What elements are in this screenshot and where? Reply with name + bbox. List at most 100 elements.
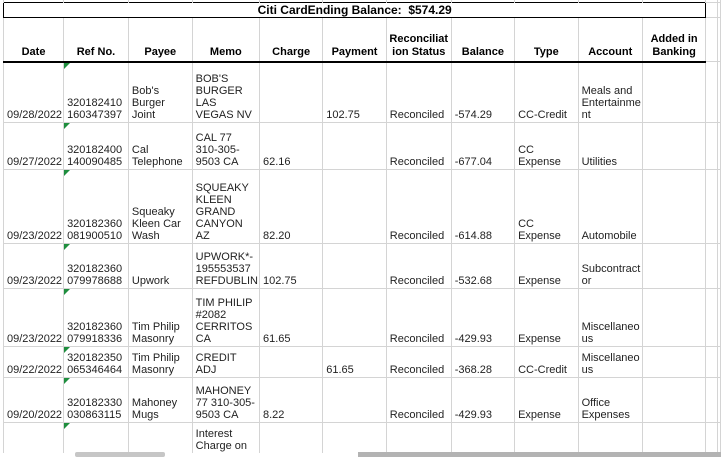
cell-type[interactable]: CC Expense bbox=[514, 122, 579, 170]
cell-payee[interactable]: Cal Telephone bbox=[127, 122, 193, 170]
cell-charge[interactable]: 62.16 bbox=[258, 122, 324, 170]
cell-payment[interactable] bbox=[322, 169, 387, 244]
cell-balance[interactable]: -429.93 bbox=[450, 288, 516, 347]
cell-payment[interactable] bbox=[322, 243, 387, 289]
cell-type[interactable]: Expense bbox=[514, 243, 579, 289]
cell-payment[interactable]: 61.65 bbox=[322, 346, 387, 378]
cell-ref-no[interactable] bbox=[63, 422, 129, 453]
cell-reconciliation-status[interactable]: Reconciled bbox=[385, 243, 452, 289]
cell-payee[interactable] bbox=[127, 422, 193, 453]
column-header-payment[interactable]: Payment bbox=[322, 17, 387, 63]
cell-charge[interactable]: 82.20 bbox=[258, 169, 324, 244]
cell-offgrid[interactable] bbox=[717, 288, 721, 347]
cell-date[interactable]: 09/20/2022 bbox=[2, 377, 65, 423]
column-header-balance[interactable]: Balance bbox=[450, 17, 516, 63]
cell-account[interactable]: Miscellaneo us bbox=[577, 346, 643, 378]
cell-offgrid[interactable] bbox=[717, 346, 721, 378]
cell-account[interactable]: Miscellaneo us bbox=[577, 288, 643, 347]
cell-payee[interactable]: Squeaky Kleen Car Wash bbox=[127, 169, 193, 244]
cell-reconciliation-status[interactable]: Reconciled bbox=[385, 122, 452, 170]
cell-account[interactable]: Office Expenses bbox=[577, 377, 643, 423]
cell-charge[interactable] bbox=[258, 346, 324, 378]
cell-reconciliation-status[interactable]: Reconciled bbox=[385, 169, 452, 244]
column-header-added-in-banking[interactable]: Added in Banking bbox=[641, 17, 707, 63]
cell-memo[interactable]: BOB'S BURGER LAS VEGAS NV bbox=[191, 61, 260, 123]
cell-charge[interactable]: 8.22 bbox=[258, 377, 324, 423]
cell-date[interactable]: 09/23/2022 bbox=[2, 243, 65, 289]
cell-type[interactable]: CC-Credit bbox=[514, 346, 579, 378]
cell-offgrid[interactable] bbox=[705, 17, 718, 62]
cell-offgrid[interactable] bbox=[717, 122, 721, 170]
column-header-type[interactable]: Type bbox=[514, 17, 579, 63]
cell-offgrid[interactable] bbox=[705, 288, 718, 347]
cell-added-in-banking[interactable] bbox=[641, 61, 707, 123]
cell-added-in-banking[interactable] bbox=[641, 243, 707, 289]
column-header-reconciliation-status[interactable]: Reconciliat ion Status bbox=[385, 17, 452, 63]
cell-memo[interactable]: SQUEAKY KLEEN GRAND CANYON AZ bbox=[191, 169, 260, 244]
cell-memo[interactable]: UPWORK*- 195553537 REFDUBLIN bbox=[191, 243, 260, 289]
cell-memo[interactable]: MAHONEY 77 310-305- 9503 CA bbox=[191, 377, 260, 423]
cell-type[interactable]: CC Expense bbox=[514, 169, 579, 244]
cell-offgrid[interactable] bbox=[705, 2, 718, 18]
cell-balance[interactable]: -677.04 bbox=[450, 122, 516, 170]
cell-memo[interactable]: CREDIT ADJ bbox=[191, 346, 260, 378]
column-header-ref-no[interactable]: Ref No. bbox=[63, 17, 129, 63]
cell-offgrid[interactable] bbox=[717, 377, 721, 423]
cell-offgrid[interactable] bbox=[705, 169, 718, 244]
cell-offgrid[interactable] bbox=[705, 61, 718, 123]
cell-date[interactable]: 09/28/2022 bbox=[2, 61, 65, 123]
cell-payee[interactable]: Tim Philip Masonry bbox=[127, 288, 193, 347]
cell-added-in-banking[interactable] bbox=[641, 377, 707, 423]
cell-balance[interactable]: -574.29 bbox=[450, 61, 516, 123]
cell-reconciliation-status[interactable]: Reconciled bbox=[385, 346, 452, 378]
cell-type[interactable]: Expense bbox=[514, 377, 579, 423]
cell-charge[interactable]: 102.75 bbox=[258, 243, 324, 289]
column-header-memo[interactable]: Memo bbox=[191, 17, 260, 63]
cell-offgrid[interactable] bbox=[717, 422, 721, 453]
cell-date[interactable]: 09/23/2022 bbox=[2, 288, 65, 347]
cell-payee[interactable]: Bob's Burger Joint bbox=[127, 61, 193, 123]
cell-type[interactable]: CC-Credit bbox=[514, 61, 579, 123]
cell-ref-no[interactable]: 320182410 160347397 bbox=[63, 61, 129, 123]
cell-offgrid[interactable] bbox=[717, 169, 721, 244]
cell-account[interactable] bbox=[577, 422, 643, 453]
cell-date[interactable]: 09/22/2022 bbox=[2, 346, 65, 378]
cell-added-in-banking[interactable] bbox=[641, 288, 707, 347]
cell-date[interactable]: 09/27/2022 bbox=[2, 122, 65, 170]
cell-account[interactable]: Meals and Entertainme nt bbox=[577, 61, 643, 123]
column-header-account[interactable]: Account bbox=[577, 17, 643, 63]
cell-added-in-banking[interactable] bbox=[641, 122, 707, 170]
cell-added-in-banking[interactable] bbox=[641, 422, 707, 453]
cell-payment[interactable] bbox=[322, 122, 387, 170]
cell-offgrid[interactable] bbox=[705, 377, 718, 423]
cell-added-in-banking[interactable] bbox=[641, 346, 707, 378]
cell-reconciliation-status[interactable] bbox=[385, 422, 452, 453]
cell-balance[interactable]: -532.68 bbox=[450, 243, 516, 289]
cell-offgrid[interactable] bbox=[717, 243, 721, 289]
cell-payee[interactable]: Upwork bbox=[127, 243, 193, 289]
cell-payee[interactable]: Mahoney Mugs bbox=[127, 377, 193, 423]
cell-offgrid[interactable] bbox=[705, 422, 718, 453]
cell-ref-no[interactable]: 320182360 079918336 bbox=[63, 288, 129, 347]
sheet-title[interactable]: Citi CardEnding Balance: $574.29 bbox=[2, 2, 707, 18]
cell-balance[interactable]: -429.93 bbox=[450, 377, 516, 423]
cell-charge[interactable]: 61.65 bbox=[258, 288, 324, 347]
cell-offgrid[interactable] bbox=[705, 122, 718, 170]
cell-ref-no[interactable]: 320182360 079978688 bbox=[63, 243, 129, 289]
cell-added-in-banking[interactable] bbox=[641, 169, 707, 244]
cell-date[interactable] bbox=[2, 422, 65, 453]
cell-offgrid[interactable] bbox=[717, 2, 721, 18]
cell-type[interactable]: Expense bbox=[514, 288, 579, 347]
cell-ref-no[interactable]: 320182400 140090485 bbox=[63, 122, 129, 170]
cell-memo[interactable]: TIM PHILIP #2082 CERRITOS CA bbox=[191, 288, 260, 347]
cell-account[interactable]: Utilities bbox=[577, 122, 643, 170]
column-header-payee[interactable]: Payee bbox=[127, 17, 193, 63]
cell-payment[interactable] bbox=[322, 377, 387, 423]
cell-reconciliation-status[interactable]: Reconciled bbox=[385, 288, 452, 347]
cell-offgrid[interactable] bbox=[717, 17, 721, 62]
cell-balance[interactable]: -614.88 bbox=[450, 169, 516, 244]
cell-payee[interactable]: Tim Philip Masonry bbox=[127, 346, 193, 378]
cell-balance[interactable]: -368.28 bbox=[450, 346, 516, 378]
cell-charge[interactable] bbox=[258, 61, 324, 123]
cell-offgrid[interactable] bbox=[705, 346, 718, 378]
